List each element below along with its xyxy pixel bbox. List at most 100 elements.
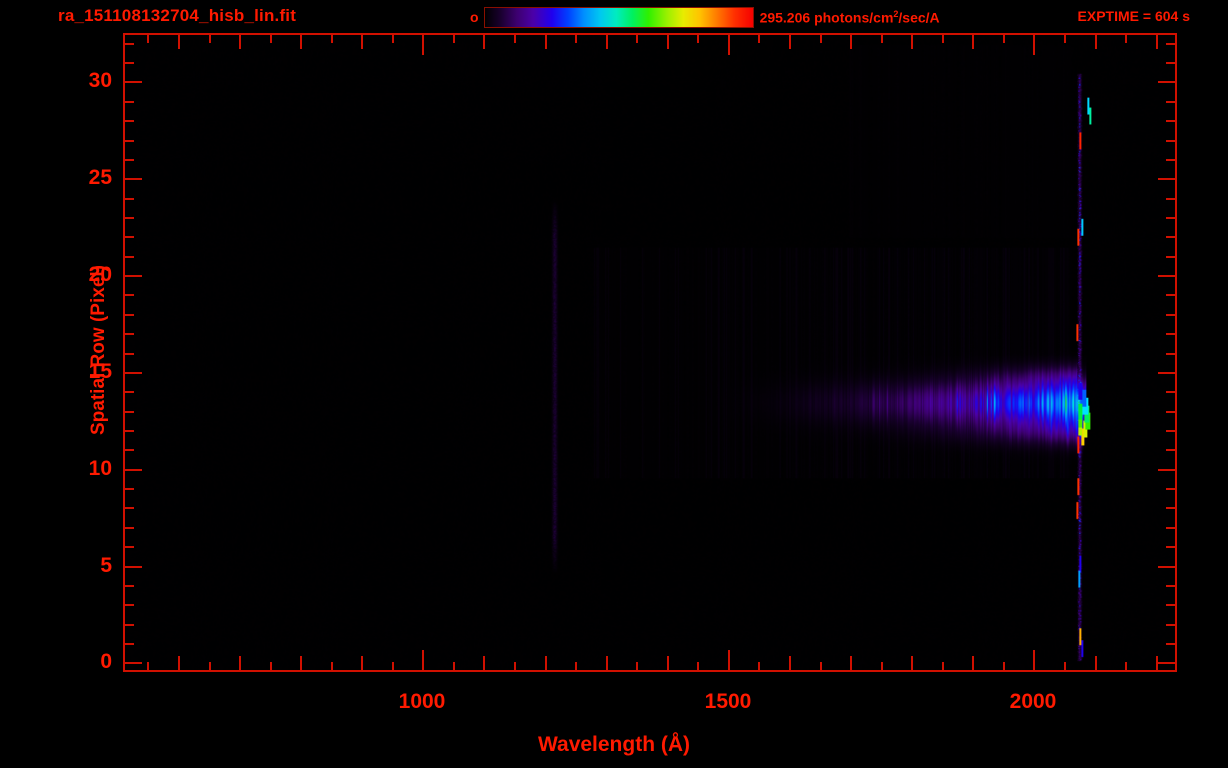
x-major-tick-top — [911, 35, 913, 49]
y-minor-tick-right — [1166, 217, 1175, 219]
x-labelled-tick — [1033, 650, 1035, 670]
y-tick-label-20: 20 — [88, 263, 112, 286]
y-minor-tick — [125, 411, 134, 413]
x-minor-tick-top — [1003, 35, 1005, 43]
y-tick-label-5: 5 — [100, 554, 112, 577]
y-minor-tick-right — [1166, 294, 1175, 296]
y-major-tick-right — [1158, 469, 1175, 471]
x-minor-tick-top — [514, 35, 516, 43]
x-minor-tick — [1064, 662, 1066, 670]
x-tick-label-1500: 1500 — [704, 690, 752, 713]
y-major-tick-right — [1158, 178, 1175, 180]
x-major-tick-top — [1095, 35, 1097, 49]
x-major-tick-top — [606, 35, 608, 49]
y-minor-tick — [125, 604, 134, 606]
y-minor-tick — [125, 159, 134, 161]
y-minor-tick-right — [1166, 140, 1175, 142]
x-major-tick — [1095, 656, 1097, 670]
y-minor-tick-right — [1166, 353, 1175, 355]
x-minor-tick — [820, 662, 822, 670]
y-major-tick-right — [1158, 372, 1175, 374]
x-major-tick-top — [1156, 35, 1158, 49]
y-major-tick — [125, 372, 142, 374]
x-major-tick — [483, 656, 485, 670]
x-minor-tick-top — [758, 35, 760, 43]
y-minor-tick — [125, 140, 134, 142]
y-minor-tick — [125, 546, 134, 548]
colorbar-units-suffix: /sec/A — [898, 9, 940, 26]
x-minor-tick-top — [636, 35, 638, 43]
y-minor-tick — [125, 391, 134, 393]
x-major-tick — [239, 656, 241, 670]
x-major-tick — [789, 656, 791, 670]
colorbar-max-label: 295.206 photons/cm2/sec/A — [760, 9, 940, 26]
x-tick-label-1000: 1000 — [398, 690, 446, 713]
y-minor-tick-right — [1166, 488, 1175, 490]
y-minor-tick — [125, 314, 134, 316]
y-minor-tick-right — [1166, 507, 1175, 509]
y-minor-tick-right — [1166, 449, 1175, 451]
y-tick-label-15: 15 — [88, 360, 112, 383]
y-minor-tick-right — [1166, 333, 1175, 335]
y-minor-tick-right — [1166, 546, 1175, 548]
x-minor-tick-top — [270, 35, 272, 43]
x-minor-tick-top — [575, 35, 577, 43]
y-minor-tick-right — [1166, 624, 1175, 626]
x-major-tick-top — [178, 35, 180, 49]
x-major-tick — [972, 656, 974, 670]
page-title: ra_151108132704_hisb_lin.fit — [58, 6, 297, 25]
y-minor-tick — [125, 43, 134, 45]
x-minor-tick — [392, 662, 394, 670]
x-major-tick — [606, 656, 608, 670]
x-minor-tick-top — [453, 35, 455, 43]
y-minor-tick-right — [1166, 256, 1175, 258]
colorbar-gradient — [483, 6, 754, 28]
x-major-tick-top — [361, 35, 363, 49]
y-major-tick — [125, 178, 142, 180]
x-minor-tick — [147, 662, 149, 670]
x-minor-tick-top — [331, 35, 333, 43]
x-major-tick — [300, 656, 302, 670]
x-minor-tick — [1125, 662, 1127, 670]
y-minor-tick-right — [1166, 198, 1175, 200]
x-minor-tick — [758, 662, 760, 670]
x-minor-tick — [453, 662, 455, 670]
x-minor-tick — [1003, 662, 1005, 670]
x-minor-tick — [331, 662, 333, 670]
x-major-tick-top — [300, 35, 302, 49]
x-major-tick-top — [483, 35, 485, 49]
y-major-tick — [125, 566, 142, 568]
x-axis-title: Wavelength (Å) — [537, 733, 691, 756]
x-labelled-tick — [728, 650, 730, 670]
x-minor-tick-top — [881, 35, 883, 43]
x-major-tick-top — [972, 35, 974, 49]
y-tick-label-0: 0 — [100, 650, 112, 673]
y-minor-tick — [125, 333, 134, 335]
x-minor-tick-top — [942, 35, 944, 43]
x-major-tick — [1156, 656, 1158, 670]
y-major-tick — [125, 662, 142, 664]
y-minor-tick-right — [1166, 391, 1175, 393]
x-minor-tick — [514, 662, 516, 670]
x-minor-tick-top — [209, 35, 211, 43]
y-tick-label-25: 25 — [88, 166, 112, 189]
x-major-tick — [361, 656, 363, 670]
x-major-tick-top — [239, 35, 241, 49]
y-major-tick — [125, 469, 142, 471]
x-minor-tick-top — [1064, 35, 1066, 43]
y-minor-tick-right — [1166, 159, 1175, 161]
x-major-tick-top — [850, 35, 852, 49]
x-major-tick — [850, 656, 852, 670]
y-major-tick-right — [1158, 275, 1175, 277]
y-minor-tick — [125, 217, 134, 219]
y-minor-tick-right — [1166, 411, 1175, 413]
x-major-tick-top — [545, 35, 547, 49]
x-minor-tick-top — [820, 35, 822, 43]
x-labelled-tick-top — [1033, 35, 1035, 55]
y-tick-label-30: 30 — [88, 69, 112, 92]
y-major-tick — [125, 81, 142, 83]
y-minor-tick — [125, 353, 134, 355]
colorbar-units-exponent: 2 — [893, 8, 899, 19]
x-minor-tick-top — [392, 35, 394, 43]
